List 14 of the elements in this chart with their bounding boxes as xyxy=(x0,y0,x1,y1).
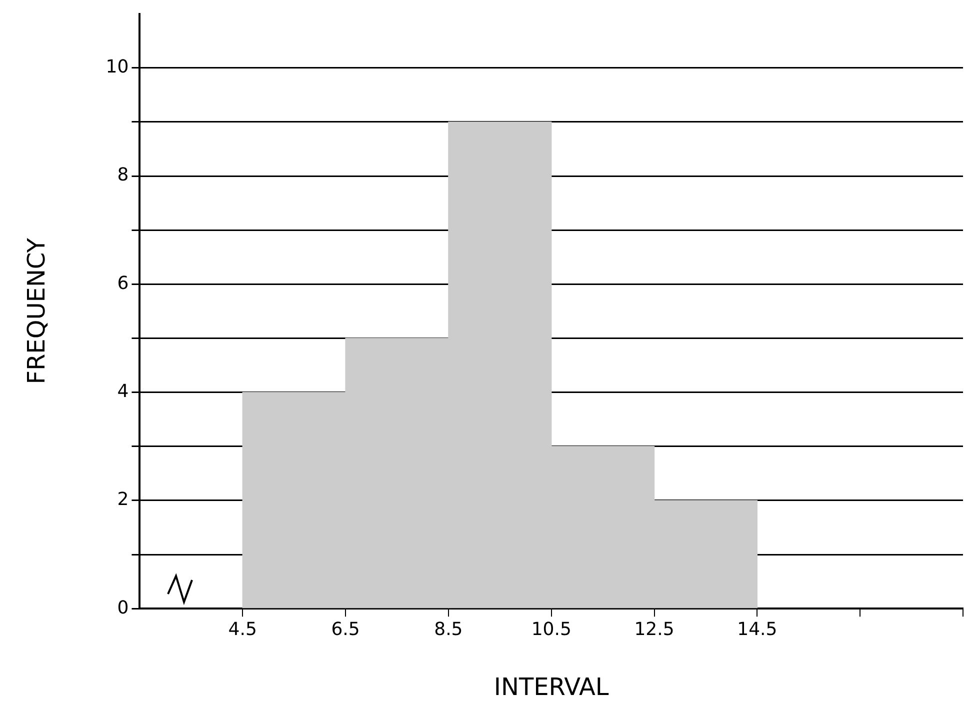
x-tick-label: 14.5 xyxy=(737,619,778,640)
y-tick-label: 0 xyxy=(117,597,129,618)
x-tick-label: 6.5 xyxy=(331,619,360,640)
x-tick-label: 8.5 xyxy=(434,619,463,640)
y-tick-label: 10 xyxy=(106,56,129,78)
x-axis-title: INTERVAL xyxy=(494,672,610,701)
y-tick-label: 6 xyxy=(117,272,129,294)
x-tick-label: 4.5 xyxy=(228,619,257,640)
x-tick-label: 12.5 xyxy=(634,619,674,640)
x-tick-label: 10.5 xyxy=(531,619,572,640)
y-tick-label: 8 xyxy=(117,164,129,186)
y-tick-label: 4 xyxy=(117,380,129,402)
y-axis-title: FREQUENCY xyxy=(22,238,51,384)
y-tick-label: 2 xyxy=(117,489,129,510)
